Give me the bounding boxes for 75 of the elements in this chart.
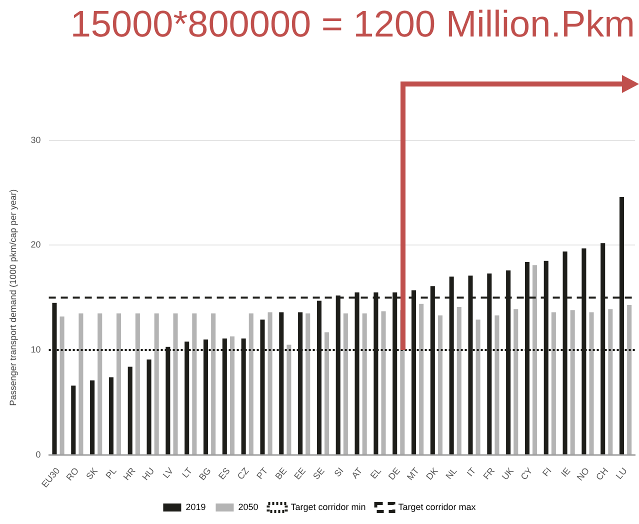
x-tick-label: DE [386, 466, 402, 482]
bar [494, 315, 500, 454]
x-tick-label: SK [84, 466, 100, 482]
bar [362, 313, 367, 454]
chart-title: 15000*800000 = 1200 Million.Pkm [70, 3, 635, 44]
bar [324, 332, 330, 454]
legend-label: 2050 [238, 502, 258, 512]
x-tick-label: PL [104, 466, 118, 481]
x-tick-label: EL [368, 466, 384, 481]
legend-label: Target corridor max [398, 502, 476, 512]
bar [78, 313, 84, 454]
x-tick-label: UK [500, 466, 516, 482]
x-tick-label: NL [444, 466, 459, 481]
bar [419, 304, 424, 454]
bar [456, 307, 462, 454]
bar [514, 309, 518, 454]
bar [286, 344, 292, 454]
x-tick-label: AT [350, 465, 365, 480]
bar [60, 316, 64, 454]
bar [608, 309, 613, 454]
x-tick-label: FI [540, 466, 554, 478]
x-tick-label: CH [594, 466, 610, 482]
x-tick-label: CY [518, 466, 534, 482]
x-tick-label: RO [64, 466, 81, 483]
legend-label: Target corridor min [290, 502, 366, 512]
x-tick-label: HR [121, 465, 138, 482]
bar [211, 313, 216, 454]
bar [627, 304, 632, 454]
bar [135, 313, 140, 454]
x-tick-label: LU [614, 466, 629, 481]
y-tick-label: 10 [30, 344, 41, 354]
bar [532, 265, 538, 454]
x-tick-label: BE [273, 466, 289, 482]
bar [570, 310, 575, 454]
y-tick-label: 20 [30, 240, 41, 250]
x-tick-label: HU [140, 466, 156, 482]
bar [90, 380, 95, 454]
x-tick-label: IE [559, 466, 572, 479]
x-tick-label: NO [574, 466, 592, 483]
bar [98, 313, 102, 454]
bar [343, 313, 348, 454]
y-tick-label: 30 [30, 134, 41, 145]
bar [248, 313, 254, 454]
x-tick-label: FR [481, 465, 497, 482]
bar [589, 312, 594, 454]
bar [128, 366, 132, 454]
bar [476, 320, 480, 454]
x-tick-label: LT [180, 465, 194, 480]
x-tick-label: BG [196, 466, 213, 482]
bar [438, 315, 443, 454]
x-tick-label: PT [254, 465, 270, 481]
x-tick-label: LV [160, 466, 176, 480]
y-axis-title: Passenger transport demand (1000 pkm/cap per year) [8, 189, 18, 406]
y-tick-label: 0 [36, 449, 41, 460]
bar [192, 313, 197, 454]
bar [230, 336, 234, 454]
bar [268, 312, 272, 454]
x-tick-label: IT [464, 465, 478, 478]
bar [381, 311, 386, 454]
x-tick-label: MT [404, 465, 422, 482]
x-tick-label: DK [424, 466, 440, 482]
x-tick-label: ES [216, 466, 232, 482]
bar [154, 313, 159, 454]
x-tick-label: SE [311, 466, 326, 482]
legend-label: 2019 [186, 502, 206, 512]
bar [108, 377, 114, 454]
x-tick-label: EE [292, 466, 308, 482]
bar [173, 313, 178, 454]
x-tick-label: SI [332, 466, 346, 479]
bar [551, 312, 556, 454]
bar [71, 386, 76, 454]
x-tick-label: CZ [235, 465, 252, 482]
bar [116, 313, 122, 454]
bar [306, 313, 310, 454]
bar [146, 359, 152, 454]
